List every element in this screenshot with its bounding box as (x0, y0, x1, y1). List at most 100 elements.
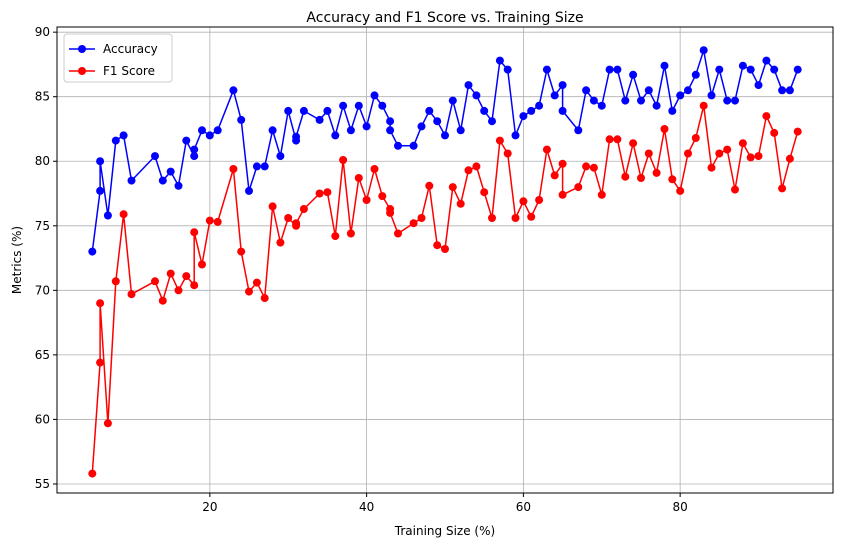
data-point-accuracy (754, 81, 763, 90)
data-point-accuracy (268, 126, 277, 135)
data-point-accuracy (409, 141, 418, 150)
data-point-f1-score (96, 358, 105, 367)
data-point-accuracy (182, 136, 191, 145)
data-point-f1-score (597, 190, 606, 199)
data-point-accuracy (166, 167, 175, 176)
data-point-accuracy (605, 65, 614, 74)
y-tick-label: 60 (35, 412, 50, 426)
legend: Accuracy F1 Score (63, 33, 173, 83)
data-point-accuracy (284, 106, 293, 115)
data-point-accuracy (417, 122, 426, 131)
data-point-f1-score (527, 212, 536, 221)
data-point-accuracy (119, 131, 128, 140)
data-point-accuracy (558, 106, 567, 115)
data-point-f1-score (456, 199, 465, 208)
data-point-accuracy (629, 70, 638, 79)
data-point-accuracy (574, 126, 583, 135)
data-point-f1-score (738, 139, 747, 148)
legend-marker-accuracy (78, 45, 86, 53)
chart-title: Accuracy and F1 Score vs. Training Size (306, 10, 583, 26)
data-point-f1-score (464, 166, 473, 175)
data-point-f1-score (605, 135, 614, 144)
data-point-f1-score (754, 152, 763, 161)
data-point-f1-score (111, 277, 120, 286)
data-point-f1-score (151, 277, 159, 286)
data-point-f1-score (762, 112, 771, 121)
data-point-accuracy (111, 136, 120, 145)
data-point-accuracy (480, 106, 489, 115)
data-point-f1-score (386, 208, 395, 217)
data-point-f1-score (323, 188, 332, 197)
data-point-f1-score (778, 184, 787, 193)
data-point-accuracy (582, 86, 591, 95)
legend-label-f1-score: F1 Score (103, 64, 155, 78)
data-point-accuracy (699, 46, 708, 55)
data-point-f1-score (542, 145, 551, 154)
data-point-accuracy (237, 115, 246, 124)
data-point-accuracy (213, 126, 222, 135)
data-point-accuracy (151, 152, 159, 161)
data-point-accuracy (362, 122, 371, 131)
legend-box (63, 33, 173, 83)
data-point-f1-score (276, 238, 285, 247)
series-f1-score (88, 101, 802, 478)
data-point-f1-score (378, 192, 387, 201)
data-point-accuracy (495, 56, 504, 65)
data-point-accuracy (292, 132, 301, 141)
data-point-f1-score (158, 296, 167, 305)
data-point-accuracy (354, 101, 363, 110)
data-point-f1-score (550, 171, 559, 180)
data-point-accuracy (723, 96, 732, 105)
data-point-f1-score (558, 190, 567, 199)
data-point-accuracy (339, 101, 348, 110)
data-point-f1-score (394, 229, 402, 238)
data-point-accuracy (276, 152, 285, 161)
data-point-accuracy (386, 117, 395, 126)
data-point-f1-score (660, 125, 669, 133)
data-point-accuracy (589, 96, 598, 105)
data-point-accuracy (103, 211, 112, 220)
data-point-accuracy (527, 106, 536, 115)
x-axis-title: Training Size (%) (394, 524, 495, 538)
data-point-f1-score (488, 214, 496, 222)
data-point-accuracy (229, 86, 238, 95)
data-point-accuracy (644, 86, 653, 95)
data-point-accuracy (378, 101, 387, 110)
legend-marker-f1-score (78, 67, 86, 75)
x-tick-label: 20 (202, 500, 217, 514)
data-point-f1-score (174, 286, 183, 295)
data-point-accuracy (472, 91, 481, 100)
data-point-accuracy (190, 152, 199, 161)
data-point-accuracy (198, 126, 206, 135)
data-point-f1-score (637, 174, 645, 182)
data-point-f1-score (480, 188, 489, 197)
data-point-f1-score (417, 214, 426, 222)
data-point-f1-score (746, 153, 755, 162)
data-point-f1-score (315, 189, 324, 198)
data-point-accuracy (621, 96, 630, 105)
y-tick-label: 55 (35, 477, 50, 491)
data-point-f1-score (292, 219, 301, 228)
data-point-accuracy (785, 86, 794, 95)
data-point-f1-score (644, 149, 653, 158)
data-point-accuracy (762, 56, 771, 65)
data-point-f1-score (213, 217, 222, 226)
data-point-accuracy (96, 186, 105, 195)
data-point-accuracy (519, 112, 528, 121)
data-point-accuracy (503, 65, 512, 74)
data-point-f1-score (237, 247, 246, 256)
data-point-accuracy (535, 101, 544, 110)
legend-label-accuracy: Accuracy (103, 42, 158, 56)
data-point-f1-score (684, 149, 692, 158)
data-point-f1-score (339, 156, 348, 164)
data-point-f1-score (495, 136, 504, 145)
data-point-accuracy (433, 117, 442, 126)
data-point-f1-score (503, 149, 512, 158)
data-point-accuracy (668, 106, 677, 115)
data-point-f1-score (354, 174, 363, 182)
legend-entry-f1-score: F1 Score (69, 64, 155, 78)
data-point-f1-score (88, 469, 97, 478)
data-point-f1-score (715, 149, 724, 158)
series-line-accuracy (91, 49, 799, 252)
